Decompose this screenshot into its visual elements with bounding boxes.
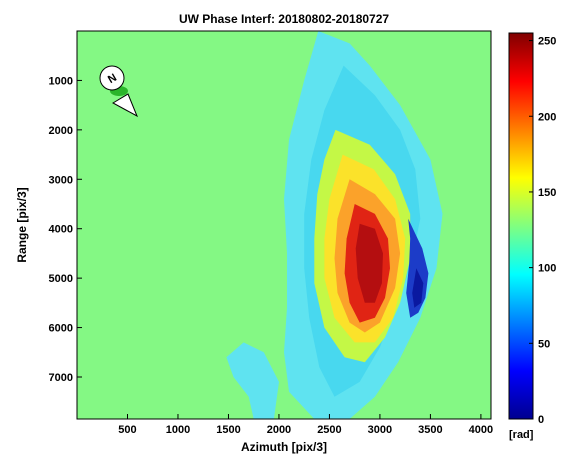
- y-tick-label: 5000: [49, 273, 73, 285]
- x-tick-label: 500: [118, 424, 136, 436]
- x-tick-label: 1000: [166, 424, 190, 436]
- region-deep-red-center: [355, 223, 383, 303]
- y-tick-label: 2000: [49, 125, 73, 137]
- colorbar-tick-label: 100: [538, 263, 556, 275]
- colorbar-gradient: [508, 32, 534, 420]
- colorbar-ticks: 0 50 100 150 200 250: [529, 36, 556, 426]
- colorbar-tick-label: 250: [538, 36, 556, 48]
- y-axis-label: Range [pix/3]: [15, 187, 29, 262]
- colorbar-unit-label: [rad]: [509, 429, 534, 441]
- north-arrow-circle: [99, 65, 125, 91]
- colorbar-tick-label: 150: [538, 187, 556, 199]
- plot-area: N 500 1000 1500 2000 2500 3000 3500 4000 1000 20…: [49, 30, 493, 436]
- y-tick-label: 3000: [49, 174, 73, 186]
- y-tick-label: 7000: [49, 372, 73, 384]
- x-tick-label: 2000: [267, 424, 291, 436]
- x-tick-label: 1500: [216, 424, 240, 436]
- x-tick-label: 3500: [418, 424, 442, 436]
- north-arrow: N: [99, 65, 138, 118]
- colorbar: 0 50 100 150 200 250 [rad]: [508, 32, 556, 441]
- colorbar-tick-label: 50: [538, 338, 550, 350]
- region-lower-left-cyan-patch: [226, 342, 279, 419]
- north-arrow-pointer: [111, 93, 138, 118]
- y-tick-label: 6000: [49, 323, 73, 335]
- region-deep-blue-edge: [412, 268, 424, 308]
- x-axis-label: Azimuth [pix/3]: [241, 440, 327, 454]
- x-tick-label: 2500: [317, 424, 341, 436]
- chart-title: UW Phase Interf: 20180802-20180727: [179, 12, 389, 26]
- y-tick-label: 1000: [49, 75, 73, 87]
- plot-frame: [76, 30, 492, 420]
- y-tick-label: 4000: [49, 224, 73, 236]
- y-axis-ticks: 1000 2000 3000 4000 5000 6000 7000: [49, 75, 82, 384]
- x-tick-label: 3000: [368, 424, 392, 436]
- colorbar-tick-label: 0: [538, 414, 544, 426]
- phase-regions: [226, 31, 443, 419]
- region-blue-edge: [406, 218, 429, 318]
- colorbar-tick-label: 200: [538, 111, 556, 123]
- x-axis-ticks: 500 1000 1500 2000 2500 3000 3500 4000: [118, 414, 493, 436]
- x-tick-label: 4000: [469, 424, 493, 436]
